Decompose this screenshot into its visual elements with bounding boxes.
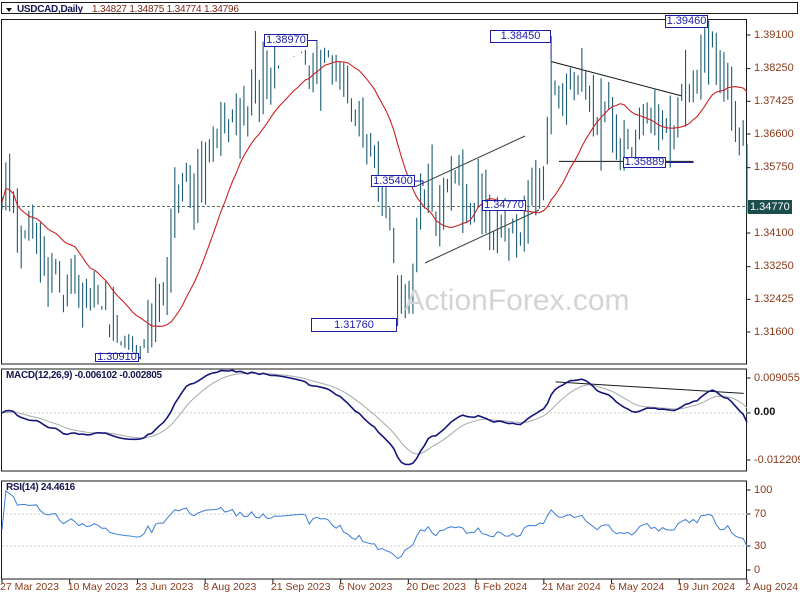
svg-text:ActionForex.com: ActionForex.com: [404, 284, 629, 317]
